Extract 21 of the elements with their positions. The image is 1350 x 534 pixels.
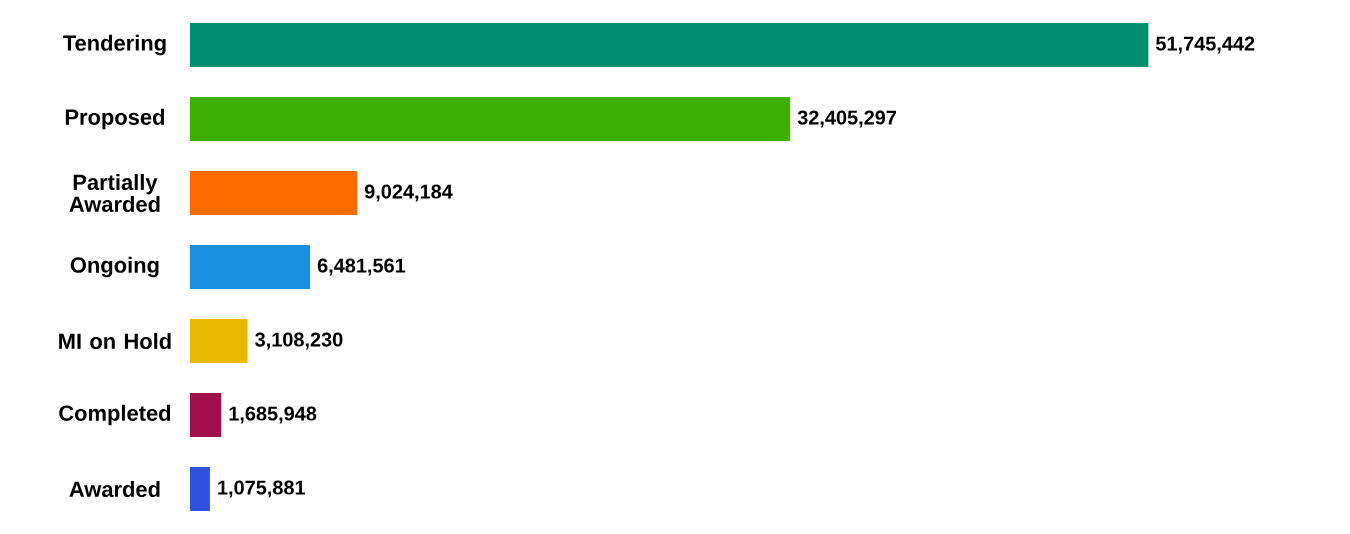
data-label: 6,481,561 [317, 258, 406, 276]
bar [190, 23, 1149, 68]
data-label: 32,405,297 [797, 110, 897, 128]
data-label: 3,108,230 [255, 332, 343, 350]
y-tick-label: Awarded [69, 480, 160, 498]
y-tick-label: Completed [59, 404, 171, 426]
y-tick-label: Tendering [63, 34, 166, 56]
bar [190, 171, 358, 216]
data-label: 1,685,948 [229, 406, 317, 424]
y-tick-label: Partially Awarded [69, 174, 160, 213]
data-label: 9,024,184 [364, 184, 453, 202]
y-tick-label: MI on Hold [59, 332, 171, 350]
bar [190, 97, 791, 142]
data-label: 51,745,442 [1156, 36, 1255, 54]
y-tick-label: Proposed [65, 108, 165, 130]
bar [190, 245, 311, 290]
bar [190, 393, 222, 438]
bar [190, 467, 210, 512]
y-tick-label: Ongoing [70, 256, 159, 278]
data-label: 1,075,881 [218, 480, 306, 498]
bar [190, 319, 248, 364]
